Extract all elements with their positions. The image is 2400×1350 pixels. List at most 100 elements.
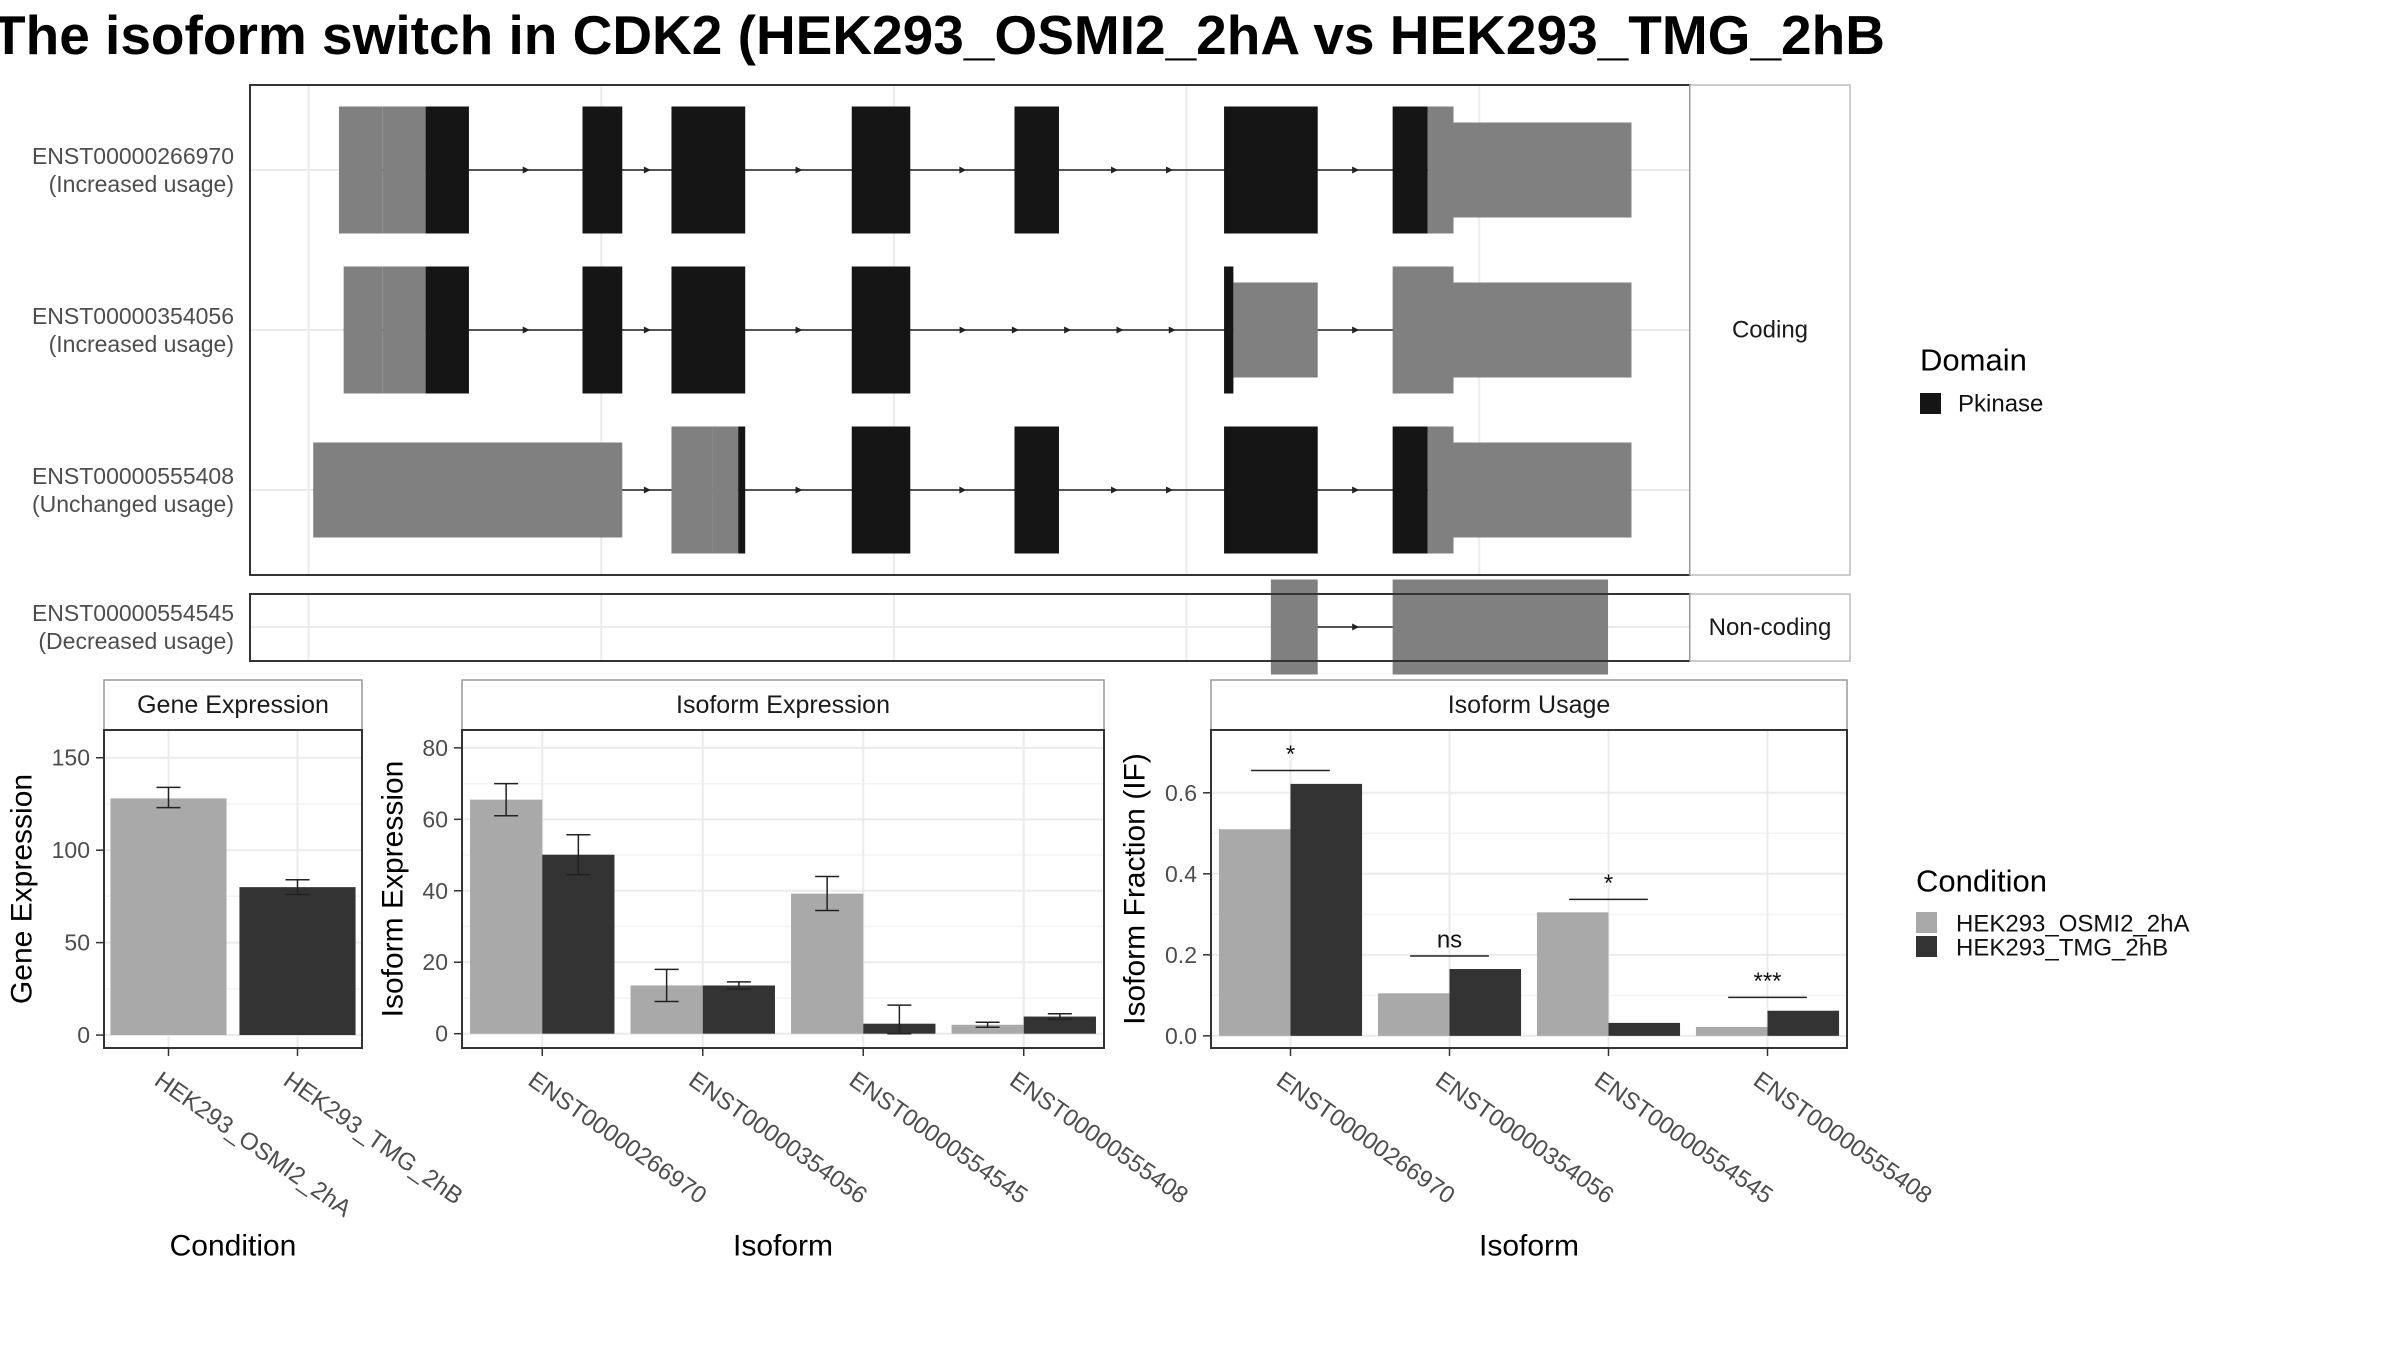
y-tick-label: 60: [422, 806, 448, 832]
bar: [791, 893, 864, 1034]
bar: [239, 887, 356, 1036]
exon-utr: [1392, 579, 1609, 675]
bar-panel-strip: [461, 679, 1105, 731]
legend-condition-item: HEK293_TMG_2hB: [1956, 935, 2168, 962]
transcript-label: ENST00000554545: [32, 600, 234, 626]
intron-arrow: [1111, 166, 1118, 174]
intron-arrow: [1116, 326, 1124, 334]
y-tick-label: 100: [52, 837, 90, 863]
y-tick-label: 0: [435, 1021, 448, 1047]
bar: [1218, 829, 1291, 1036]
bar-panel-border: [1210, 729, 1848, 1049]
intron-arrow: [1111, 486, 1118, 494]
exon-utr: [382, 266, 426, 394]
bar: [1767, 1010, 1840, 1036]
facet-strip-label: Non-coding: [1709, 614, 1832, 641]
exon-utr: [1427, 426, 1454, 554]
bar-panel-strip: [103, 679, 363, 731]
bar: [1023, 1016, 1096, 1034]
y-tick-label: 0.6: [1165, 780, 1197, 806]
intron-arrow: [1352, 623, 1360, 631]
y-tick-label: 150: [52, 745, 90, 771]
exon-domain: [738, 426, 746, 554]
bar: [542, 854, 615, 1034]
y-tick-label: 0.0: [1165, 1023, 1197, 1049]
intron-arrow: [643, 166, 651, 174]
facet-strip-label: Coding: [1732, 317, 1808, 344]
exon-domain: [671, 266, 746, 394]
x-axis-title: Isoform: [733, 1230, 833, 1263]
intron-arrow: [1168, 326, 1176, 334]
significance-label: *: [1604, 870, 1613, 897]
exon-domain: [582, 106, 623, 234]
bar: [1449, 969, 1522, 1036]
transcript-label: ENST00000555408: [32, 463, 234, 489]
bar: [1695, 1026, 1768, 1036]
y-axis-title: Gene Expression: [6, 774, 39, 1004]
y-tick-label: 0.4: [1165, 861, 1197, 887]
exon-utr: [1453, 442, 1632, 538]
exon-utr: [382, 106, 426, 234]
intron-arrow: [522, 166, 530, 174]
y-axis-title: Isoform Fraction (IF): [1119, 753, 1152, 1025]
significance-label: ***: [1753, 968, 1781, 995]
transcript-usage-label: (Increased usage): [49, 331, 234, 357]
y-tick-label: 0.2: [1165, 942, 1197, 968]
exon-utr: [1453, 282, 1632, 378]
exon-domain: [1224, 106, 1318, 234]
intron-arrow: [522, 326, 530, 334]
intron-arrow: [1352, 486, 1360, 494]
transcript-usage-label: (Unchanged usage): [32, 491, 234, 517]
exon-domain: [1224, 426, 1318, 554]
exon-utr: [1233, 282, 1318, 378]
exon-domain: [425, 106, 469, 234]
bar: [951, 1024, 1024, 1034]
transcript-label: ENST00000266970: [32, 143, 234, 169]
exon-domain: [851, 266, 911, 394]
intron-arrow: [795, 486, 803, 494]
exon-domain: [1014, 426, 1059, 554]
facet-strip: [1689, 84, 1851, 576]
legend-domain-item: Pkinase: [1958, 391, 2043, 418]
significance-label: ns: [1437, 927, 1462, 954]
legend-condition-swatch: [1916, 936, 1937, 957]
legend-condition-item: HEK293_OSMI2_2hA: [1956, 911, 2189, 938]
intron-arrow: [1064, 326, 1072, 334]
exon-utr: [712, 426, 739, 554]
x-axis-title: Isoform: [1479, 1230, 1579, 1263]
figure-title: The isoform switch in CDK2 (HEK293_OSMI2…: [0, 4, 1885, 66]
legend-condition-swatch: [1916, 912, 1937, 933]
transcript-usage-label: (Increased usage): [49, 171, 234, 197]
transcript-usage-label: (Decreased usage): [38, 628, 234, 654]
exon-utr: [343, 266, 383, 394]
legend-domain-title: Domain: [1920, 343, 2027, 378]
bar: [1608, 1022, 1681, 1036]
legend-condition-title: Condition: [1916, 864, 2047, 899]
bar: [702, 985, 775, 1034]
intron-arrow: [959, 486, 967, 494]
exon-domain: [851, 426, 911, 554]
exon-domain: [582, 266, 623, 394]
bar: [1290, 783, 1363, 1036]
bar-panel-strip: [1210, 679, 1848, 731]
exon-utr: [1453, 122, 1632, 218]
bar-panel-border: [461, 729, 1105, 1049]
intron-arrow: [1166, 166, 1174, 174]
bar: [470, 799, 543, 1034]
exon-domain: [671, 106, 746, 234]
exon-utr: [338, 106, 383, 234]
exon-utr: [1392, 266, 1454, 394]
exon-utr: [1270, 579, 1318, 675]
y-tick-label: 0: [77, 1022, 90, 1048]
facet-strip: [1689, 593, 1851, 662]
intron-arrow: [795, 166, 803, 174]
legend-domain-swatch: [1920, 393, 1941, 414]
y-tick-label: 40: [422, 878, 448, 904]
bar-panel-strip-title: Isoform Usage: [1448, 691, 1611, 719]
significance-label: *: [1286, 741, 1295, 768]
exon-utr: [671, 426, 713, 554]
intron-arrow: [795, 326, 803, 334]
x-tick-label: ENST00000555408: [1005, 1067, 1193, 1210]
exon-domain: [425, 266, 469, 394]
